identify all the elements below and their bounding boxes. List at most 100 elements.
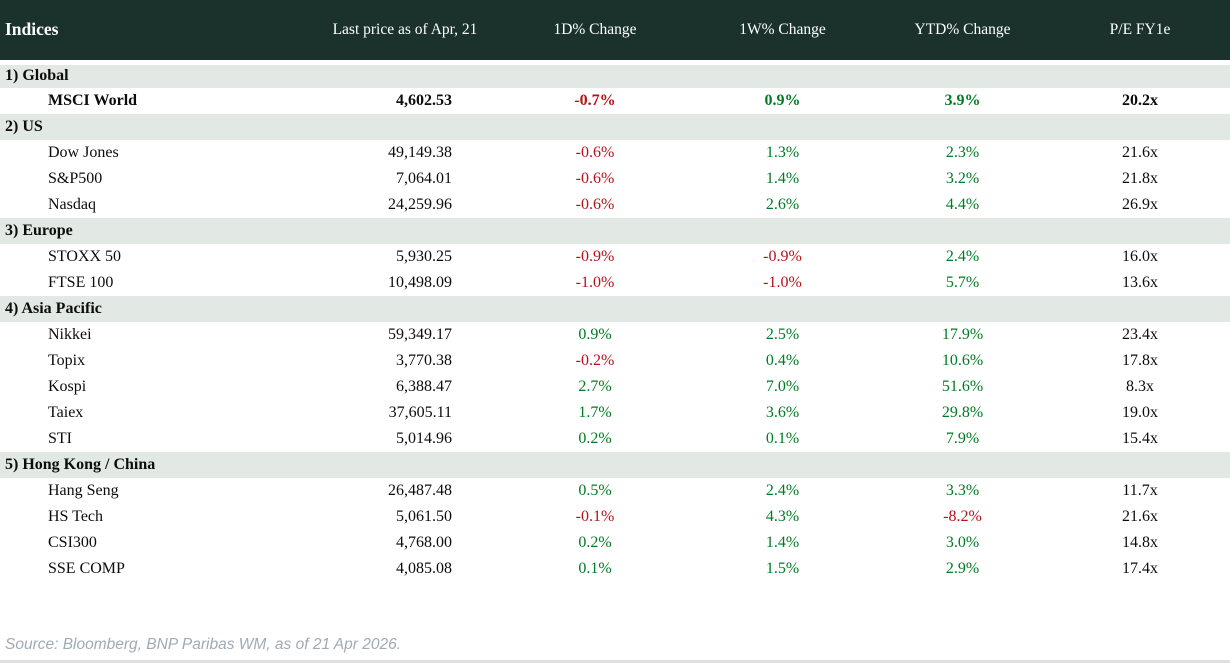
change-1d: -1.0% <box>575 274 615 291</box>
pe-fy1e: 15.4x <box>1122 430 1158 447</box>
change-1d: -0.6% <box>575 144 615 161</box>
index-name: CSI300 <box>48 534 97 551</box>
last-price: 4,602.53 <box>396 92 452 109</box>
index-name: S&P500 <box>48 170 103 187</box>
change-ytd: 2.4% <box>945 248 980 265</box>
index-name: FTSE 100 <box>48 274 114 291</box>
pe-fy1e: 14.8x <box>1122 534 1158 551</box>
header-row: Indices Last price as of Apr, 21 1D% Cha… <box>0 0 1230 65</box>
index-name: STI <box>48 430 72 447</box>
change-1w: 2.4% <box>765 482 800 499</box>
change-1w: 1.4% <box>765 170 800 187</box>
change-ytd: 3.2% <box>945 170 980 187</box>
change-1w: 2.5% <box>765 326 800 343</box>
change-1d: -0.6% <box>575 196 615 213</box>
index-name: Topix <box>48 352 86 369</box>
last-price: 4,085.08 <box>396 560 452 577</box>
index-name: Nasdaq <box>48 196 96 213</box>
change-1w: 0.9% <box>764 92 801 109</box>
last-price: 4,768.00 <box>396 534 452 551</box>
bottom-divider <box>0 660 1230 663</box>
section-label: 2) US <box>0 114 1230 140</box>
pe-fy1e: 17.8x <box>1122 352 1158 369</box>
change-ytd: 29.8% <box>941 404 984 421</box>
table-row: MSCI World 4,602.53 -0.7% 0.9% 3.9% 20.2x <box>0 88 1230 114</box>
index-name: SSE COMP <box>48 560 125 577</box>
index-name: Dow Jones <box>48 144 119 161</box>
last-price: 26,487.48 <box>388 482 452 499</box>
table-body: 1) Global MSCI World 4,602.53 -0.7% 0.9% 3.9%… <box>0 62 1230 582</box>
table-row: Nasdaq 24,259.96 -0.6% 2.6% 4.4% 26.9x <box>0 192 1230 218</box>
last-price: 7,064.01 <box>396 170 452 187</box>
last-price: 3,770.38 <box>396 352 452 369</box>
change-ytd: 51.6% <box>941 378 984 395</box>
change-1d: 0.2% <box>578 534 612 551</box>
column-header-pe-fy1e: P/E FY1e <box>1050 0 1230 65</box>
section-row: 2) US <box>0 114 1230 140</box>
table-row: Dow Jones 49,149.38 -0.6% 1.3% 2.3% 21.6x <box>0 140 1230 166</box>
change-1d: -0.7% <box>574 92 616 109</box>
change-1d: 0.1% <box>578 560 612 577</box>
change-1w: 2.6% <box>765 196 800 213</box>
change-1w: -0.9% <box>763 248 802 265</box>
change-1w: 1.3% <box>765 144 800 161</box>
column-header-ytd-change: YTD% Change <box>875 0 1050 65</box>
section-row: 3) Europe <box>0 218 1230 244</box>
change-1w: 4.3% <box>765 508 800 525</box>
index-name: Hang Seng <box>48 482 119 499</box>
table-row: STI 5,014.96 0.2% 0.1% 7.9% 15.4x <box>0 426 1230 452</box>
change-ytd: 3.3% <box>945 482 980 499</box>
section-row: 1) Global <box>0 62 1230 88</box>
section-row: 4) Asia Pacific <box>0 296 1230 322</box>
change-ytd: 2.3% <box>945 144 980 161</box>
change-ytd: 7.9% <box>945 430 980 447</box>
pe-fy1e: 8.3x <box>1126 378 1154 395</box>
change-ytd: 10.6% <box>941 352 984 369</box>
column-header-indices: Indices <box>0 0 310 65</box>
pe-fy1e: 21.8x <box>1122 170 1158 187</box>
change-1d: -0.2% <box>575 352 615 369</box>
section-label: 5) Hong Kong / China <box>0 452 1230 478</box>
column-header-1d-change: 1D% Change <box>500 0 690 65</box>
last-price: 59,349.17 <box>388 326 452 343</box>
last-price: 5,930.25 <box>396 248 452 265</box>
table-row: Hang Seng 26,487.48 0.5% 2.4% 3.3% 11.7x <box>0 478 1230 504</box>
section-label: 3) Europe <box>0 218 1230 244</box>
pe-fy1e: 17.4x <box>1122 560 1158 577</box>
table-row: HS Tech 5,061.50 -0.1% 4.3% -8.2% 21.6x <box>0 504 1230 530</box>
change-1d: -0.1% <box>575 508 615 525</box>
index-name: Taiex <box>48 404 84 421</box>
pe-fy1e: 23.4x <box>1122 326 1158 343</box>
change-1w: 3.6% <box>765 404 800 421</box>
last-price: 10,498.09 <box>388 274 452 291</box>
column-header-last-price: Last price as of Apr, 21 <box>310 0 500 65</box>
change-1d: -0.9% <box>575 248 615 265</box>
table-row: S&P500 7,064.01 -0.6% 1.4% 3.2% 21.8x <box>0 166 1230 192</box>
table-row: STOXX 50 5,930.25 -0.9% -0.9% 2.4% 16.0x <box>0 244 1230 270</box>
section-row: 5) Hong Kong / China <box>0 452 1230 478</box>
index-name: STOXX 50 <box>48 248 122 265</box>
index-name: HS Tech <box>48 508 104 525</box>
change-1d: -0.6% <box>575 170 615 187</box>
change-1w: 1.5% <box>765 560 800 577</box>
change-1d: 1.7% <box>578 404 612 421</box>
change-1w: 1.4% <box>765 534 800 551</box>
change-1w: 7.0% <box>765 378 800 395</box>
index-name: Kospi <box>48 378 87 395</box>
pe-fy1e: 11.7x <box>1122 482 1158 499</box>
table-row: Topix 3,770.38 -0.2% 0.4% 10.6% 17.8x <box>0 348 1230 374</box>
change-1w: 0.4% <box>765 352 800 369</box>
pe-fy1e: 26.9x <box>1122 196 1158 213</box>
table-row: FTSE 100 10,498.09 -1.0% -1.0% 5.7% 13.6x <box>0 270 1230 296</box>
table-row: CSI300 4,768.00 0.2% 1.4% 3.0% 14.8x <box>0 530 1230 556</box>
last-price: 49,149.38 <box>388 144 452 161</box>
change-ytd: 3.9% <box>944 92 981 109</box>
pe-fy1e: 13.6x <box>1122 274 1158 291</box>
table-row: Kospi 6,388.47 2.7% 7.0% 51.6% 8.3x <box>0 374 1230 400</box>
change-1d: 0.2% <box>578 430 612 447</box>
change-1d: 0.5% <box>578 482 612 499</box>
change-1w: -1.0% <box>763 274 802 291</box>
section-label: 1) Global <box>0 62 1230 88</box>
column-header-1w-change: 1W% Change <box>690 0 875 65</box>
